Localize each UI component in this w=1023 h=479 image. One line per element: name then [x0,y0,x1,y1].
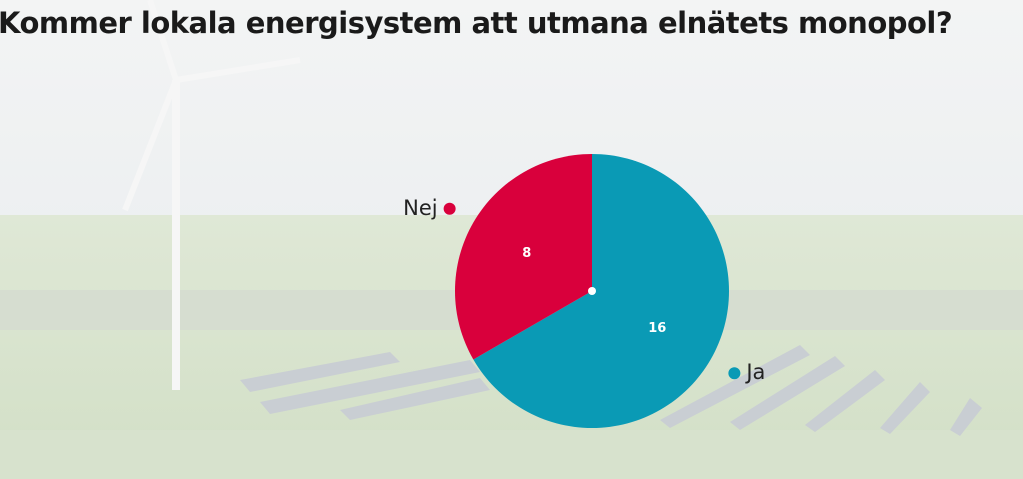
slice-value-label: 16 [648,321,666,336]
background-foreground [0,430,1023,479]
pie-slice [473,154,730,428]
pie-slice [455,154,592,360]
slice-value-label: 8 [522,246,531,261]
legend-dot [728,367,741,380]
category-label: Nej [403,196,437,220]
legend-dot [443,202,456,215]
pie-center [588,287,596,295]
category-label: Ja [744,360,765,384]
chart-title: Kommer lokala energisystem att utmana el… [0,6,952,40]
background-solar-panels [240,345,982,436]
background-turbine [122,0,301,390]
